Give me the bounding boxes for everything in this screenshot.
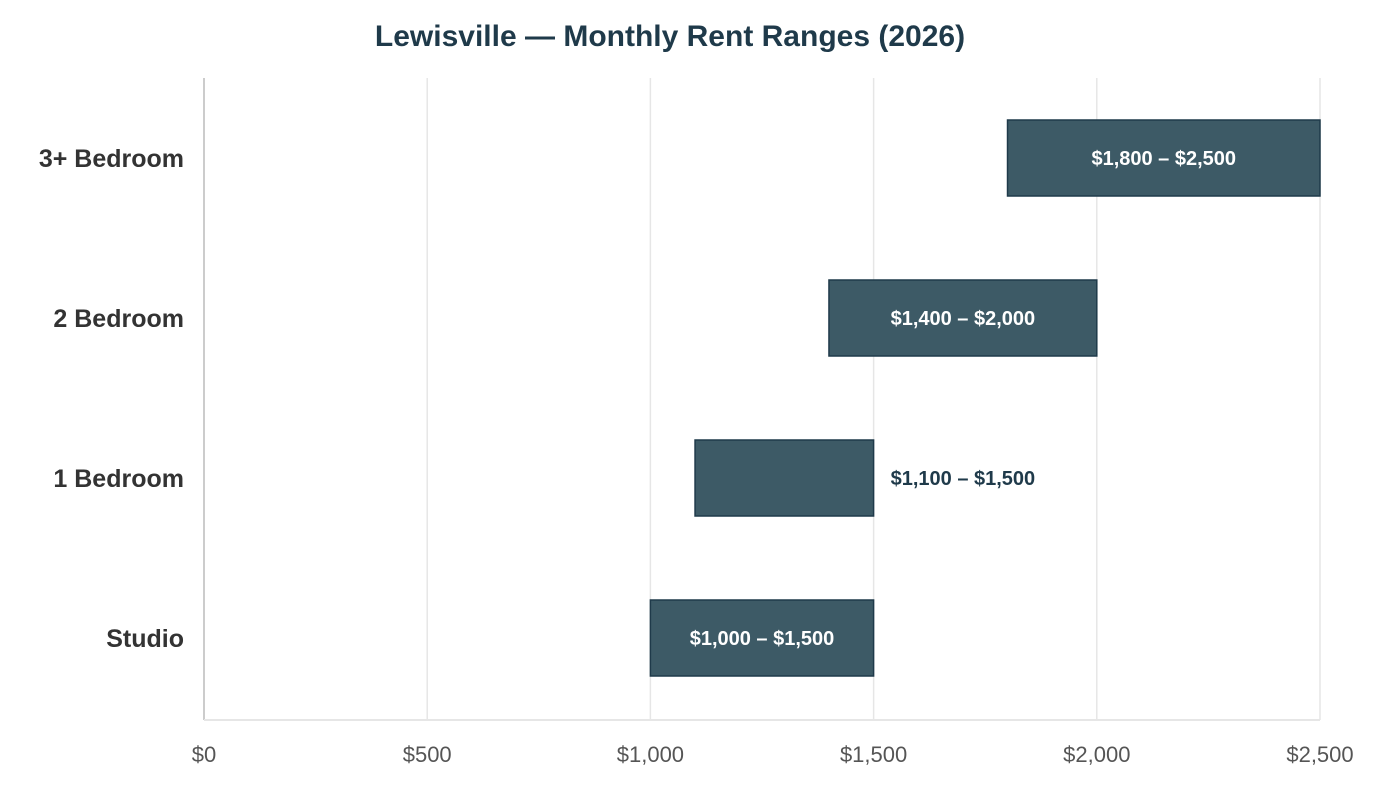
range-bar-2 — [694, 439, 875, 517]
range-bar-1 — [828, 279, 1098, 357]
range-data-label: $1,800 – $2,500 — [1091, 148, 1236, 170]
x-tick-label: $500 — [403, 742, 452, 767]
x-tick-label: $1,500 — [840, 742, 907, 767]
category-label: 1 Bedroom — [53, 465, 184, 493]
range-data-label: $1,100 – $1,500 — [891, 468, 1036, 490]
range-bar-0 — [1006, 119, 1321, 197]
range-bars — [649, 119, 1321, 677]
x-tick-label: $1,000 — [617, 742, 684, 767]
range-bar-3 — [649, 599, 875, 677]
category-label: 2 Bedroom — [53, 305, 184, 333]
category-label: Studio — [106, 625, 184, 653]
axes — [203, 78, 1320, 721]
range-data-label: $1,000 – $1,500 — [690, 628, 835, 650]
x-tick-label: $2,000 — [1063, 742, 1130, 767]
labels: $0 $500 $1,000 $1,500 $2,000 $2,500 3+ Bedroom… — [39, 145, 1354, 767]
range-data-label: $1,400 – $2,000 — [891, 308, 1036, 330]
chart-title: Lewisville — Monthly Rent Ranges (2026) — [374, 20, 966, 53]
x-tick-label: $2,500 — [1286, 742, 1353, 767]
category-label: 3+ Bedroom — [39, 145, 184, 173]
x-tick-label: $0 — [192, 742, 216, 767]
